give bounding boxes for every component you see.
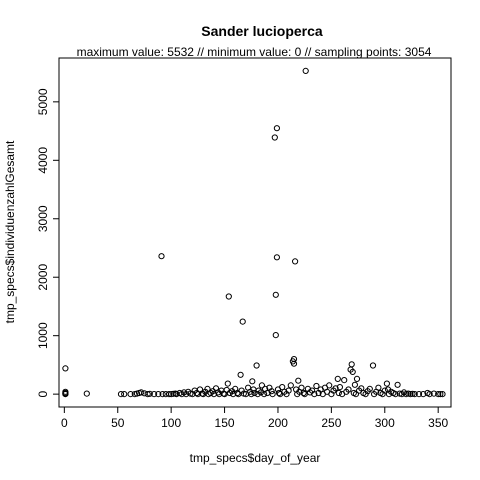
data-point: [170, 390, 177, 397]
data-point: [249, 378, 256, 385]
data-point: [383, 380, 390, 387]
data-point: [351, 381, 358, 388]
data-point: [430, 390, 437, 397]
data-point: [269, 391, 276, 398]
data-point: [345, 386, 352, 393]
y-axis-label: tmp_specs$individuenzahlGesamt: [3, 140, 17, 323]
data-point: [334, 375, 341, 382]
data-point: [369, 362, 377, 369]
y-tick-label: 4000: [36, 147, 50, 174]
data-point: [253, 362, 260, 369]
data-point: [439, 391, 446, 398]
data-point: [341, 377, 348, 384]
data-point: [83, 390, 90, 397]
data-point: [298, 384, 305, 391]
data-point: [313, 382, 320, 390]
data-point: [381, 387, 388, 394]
x-tick-label: 300: [375, 416, 395, 430]
data-point: [257, 389, 264, 396]
plot-frame: [58, 57, 452, 408]
data-point: [127, 391, 134, 398]
data-point: [237, 371, 244, 378]
data-point: [352, 391, 359, 398]
data-point: [151, 391, 158, 398]
x-axis: 0 50 100 150 200 250 300 350: [61, 406, 449, 430]
y-tick-label: 5000: [36, 88, 50, 115]
x-tick-label: 50: [111, 416, 125, 430]
chart-title: Sander lucioperca: [201, 23, 323, 39]
x-tick-label: 200: [268, 416, 288, 430]
data-point: [290, 360, 298, 367]
data-point: [349, 368, 356, 375]
data-point: [292, 258, 299, 265]
data-point: [311, 391, 318, 398]
x-tick-label: 0: [61, 416, 68, 430]
x-tick-label: 350: [428, 416, 448, 430]
data-point: [146, 390, 153, 397]
data-point: [375, 384, 382, 391]
data-point: [62, 390, 69, 397]
data-point: [300, 389, 307, 397]
data-point: [411, 391, 418, 398]
data-point: [271, 134, 278, 141]
x-tick-label: 100: [161, 416, 181, 430]
data-point: [437, 391, 444, 398]
x-tick-label: 250: [321, 416, 341, 430]
data-point: [420, 391, 427, 398]
data-point: [62, 365, 69, 372]
data-point: [302, 67, 309, 75]
data-points: [62, 67, 446, 398]
data-point: [225, 293, 232, 300]
data-point: [273, 254, 280, 261]
data-point: [254, 391, 261, 398]
data-point: [409, 390, 416, 397]
data-point: [290, 356, 298, 363]
data-point: [273, 125, 280, 132]
x-tick-label: 150: [215, 416, 235, 430]
y-tick-label: 0: [36, 390, 50, 397]
data-point: [155, 391, 162, 398]
data-point: [144, 391, 151, 398]
data-point: [239, 318, 246, 325]
data-point: [165, 391, 173, 398]
data-point: [366, 385, 373, 392]
data-point: [332, 385, 339, 392]
data-point: [326, 382, 333, 389]
data-point: [415, 391, 423, 398]
chart-subtitle: maximum value: 5532 // minimum value: 0 …: [77, 45, 432, 59]
x-axis-label: tmp_specs$day_of_year: [190, 451, 321, 465]
data-point: [335, 389, 342, 397]
data-point: [121, 391, 128, 398]
data-point: [285, 387, 292, 394]
data-point: [435, 391, 442, 398]
y-tick-label: 3000: [36, 205, 50, 232]
data-point: [353, 375, 361, 382]
data-point: [224, 380, 231, 387]
data-point: [138, 389, 145, 396]
data-point: [301, 391, 308, 398]
y-tick-label: 1000: [36, 322, 50, 349]
data-point: [392, 391, 399, 398]
y-tick-label: 2000: [36, 264, 50, 291]
data-point: [117, 391, 125, 398]
y-axis: 0 1000 2000 3000 4000 5000: [36, 88, 60, 397]
data-point: [407, 391, 414, 398]
data-point: [394, 381, 401, 388]
data-point: [348, 361, 355, 368]
data-point: [336, 384, 343, 391]
data-point: [272, 332, 279, 339]
data-point: [295, 377, 302, 384]
data-point: [158, 253, 165, 260]
data-point: [159, 391, 166, 398]
data-point: [258, 382, 265, 389]
data-point: [272, 291, 279, 298]
data-point: [287, 382, 294, 389]
data-point: [426, 391, 433, 398]
data-point: [268, 388, 275, 395]
